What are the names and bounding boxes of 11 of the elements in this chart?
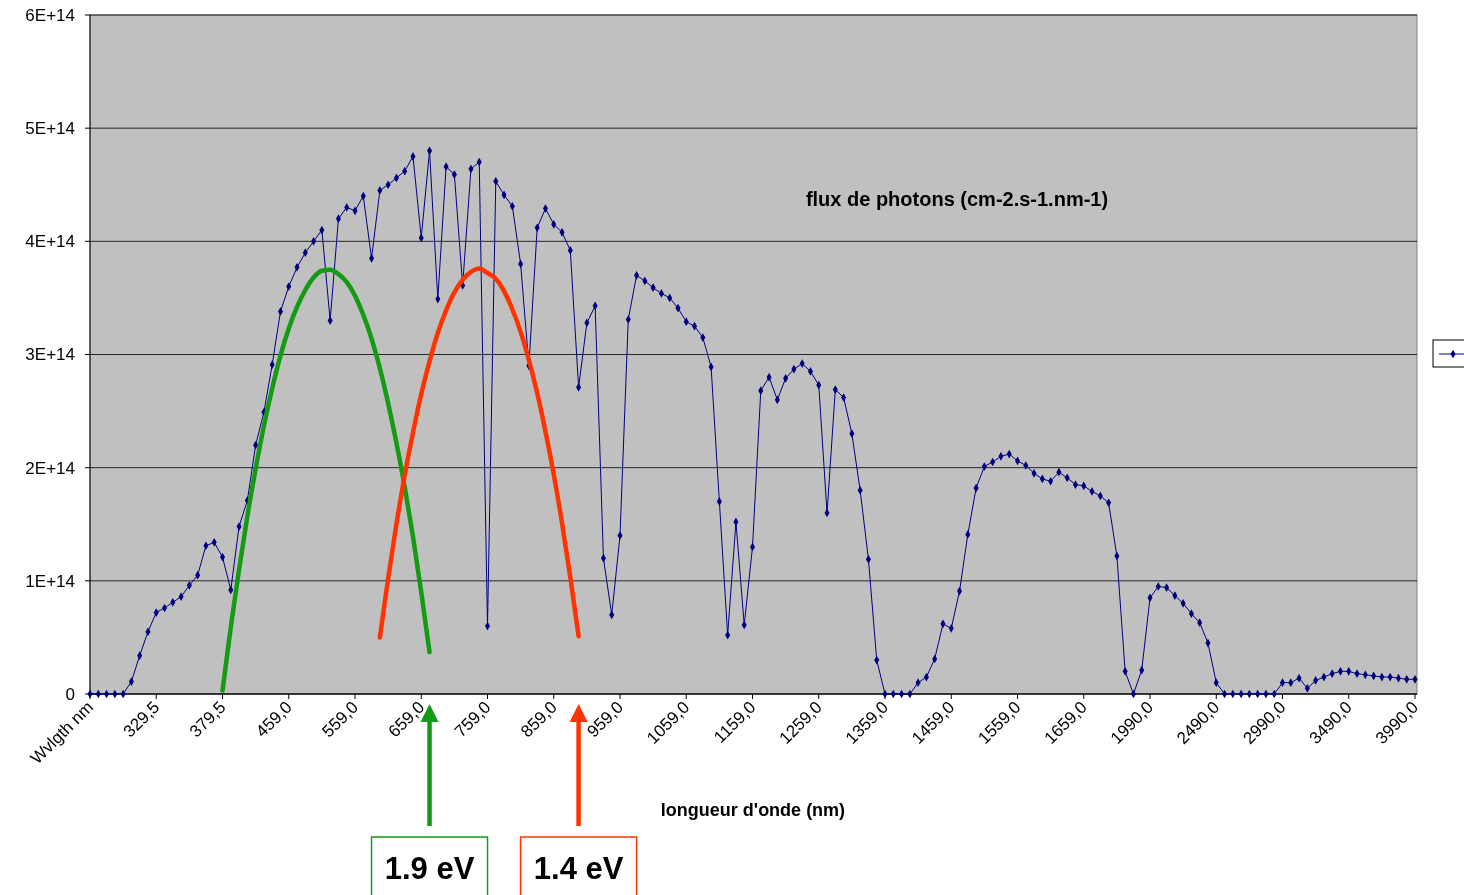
- text: 1.9 eV: [384, 850, 475, 886]
- y-tick-label: 0: [65, 684, 75, 704]
- y-tick-label: 1E+14: [25, 571, 75, 591]
- y-tick-label: 4E+14: [25, 232, 75, 252]
- y-tick-label: 5E+14: [25, 119, 75, 139]
- y-tick-label: 2E+14: [25, 458, 75, 478]
- y-tick-label: 6E+14: [25, 5, 75, 25]
- annotation: flux de photons (cm-2.s-1.nm-1): [805, 188, 1109, 210]
- y-tick-label: 3E+14: [25, 345, 75, 365]
- text: 1.4 eV: [533, 850, 624, 886]
- x-axis-title: longueur d'onde (nm): [660, 800, 846, 821]
